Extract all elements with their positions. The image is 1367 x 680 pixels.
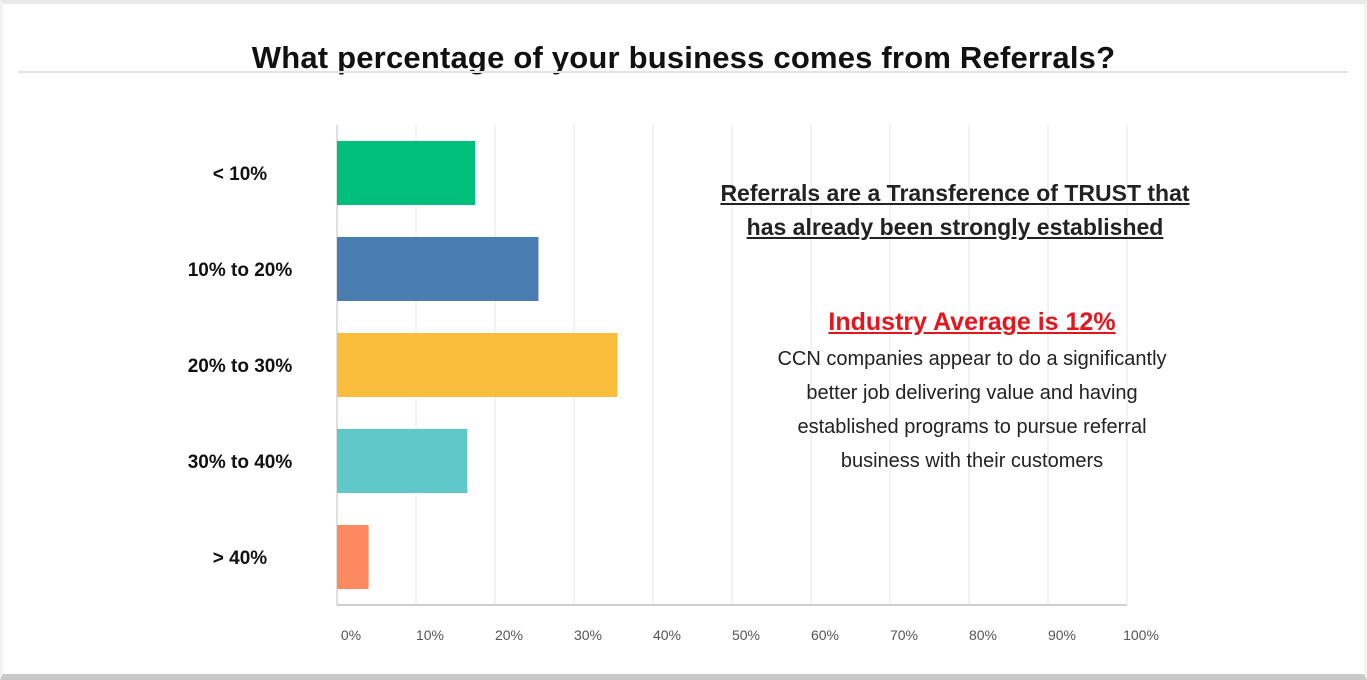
bar xyxy=(337,429,468,493)
chart-title: What percentage of your business comes f… xyxy=(251,40,1116,75)
category-label: > 40% xyxy=(213,548,268,569)
bars xyxy=(337,141,618,589)
category-label: 10% to 20% xyxy=(188,260,293,281)
x-tick-label: 60% xyxy=(811,627,839,643)
category-label: < 10% xyxy=(213,164,268,185)
x-tick-label: 90% xyxy=(1048,627,1076,643)
x-tick-label: 80% xyxy=(969,627,997,643)
x-tick-label: 100% xyxy=(1123,627,1159,643)
x-tick-label: 70% xyxy=(890,627,918,643)
bar xyxy=(337,525,369,589)
category-label: 30% to 40% xyxy=(188,452,293,473)
industry-average-heading: Industry Average is 12% xyxy=(828,308,1116,336)
x-tick-label: 10% xyxy=(416,627,444,643)
x-tick-labels: 0% 10% 20% 30% 40% 50% 60% 70% 80% 90% 100% xyxy=(341,627,1159,643)
x-tick-label: 40% xyxy=(653,627,681,643)
category-labels: < 10% 10% to 20% 20% to 30% 30% to 40% > 40% xyxy=(188,164,293,569)
x-tick-label: 0% xyxy=(341,627,361,643)
x-tick-label: 20% xyxy=(495,627,523,643)
title-divider xyxy=(18,71,1348,73)
industry-average-body: CCN companies appear to do a significant… xyxy=(777,348,1167,472)
bar xyxy=(337,237,539,301)
trust-note: Referrals are a Transference of TRUST th… xyxy=(720,180,1190,240)
bar xyxy=(337,141,476,205)
category-label: 20% to 30% xyxy=(188,356,293,377)
x-tick-label: 50% xyxy=(732,627,760,643)
x-tick-label: 30% xyxy=(574,627,602,643)
bar xyxy=(337,333,618,397)
